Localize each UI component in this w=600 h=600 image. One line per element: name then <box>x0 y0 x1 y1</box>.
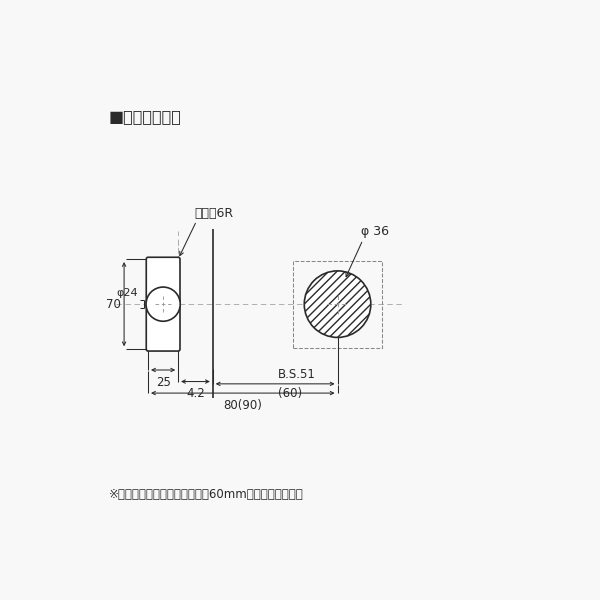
Text: ※（　）内の数字はバックセッ60mmの場合の数値です: ※（ ）内の数字はバックセッ60mmの場合の数値です <box>109 488 304 501</box>
Text: B.S.51: B.S.51 <box>278 368 316 381</box>
Text: 70: 70 <box>106 298 121 311</box>
Text: ■切欠き加工図: ■切欠き加工図 <box>109 109 182 124</box>
Text: 25: 25 <box>155 376 170 389</box>
Bar <box>293 261 382 347</box>
Text: 4.2: 4.2 <box>186 387 205 400</box>
Text: 80(90): 80(90) <box>223 399 262 412</box>
Text: 角又は6R: 角又は6R <box>194 207 233 220</box>
Text: φ24: φ24 <box>117 287 139 298</box>
Text: (60): (60) <box>278 386 302 400</box>
FancyBboxPatch shape <box>146 257 180 351</box>
Text: φ 36: φ 36 <box>361 226 389 238</box>
Circle shape <box>146 287 180 321</box>
Circle shape <box>304 271 371 337</box>
